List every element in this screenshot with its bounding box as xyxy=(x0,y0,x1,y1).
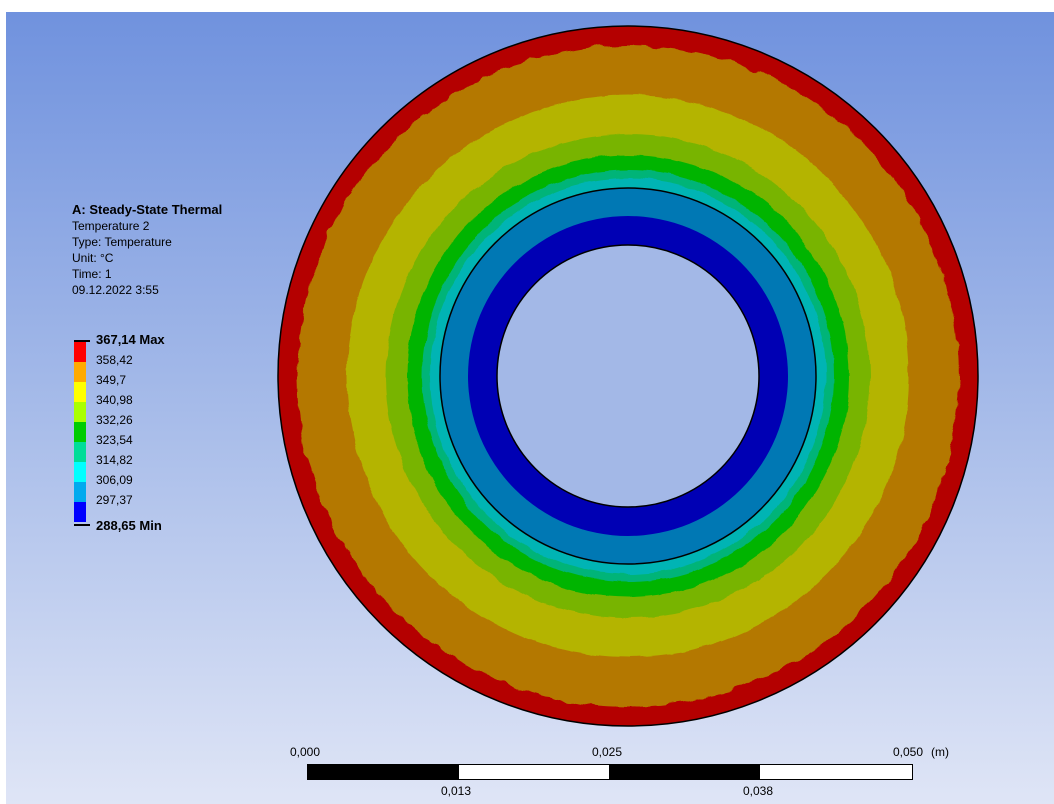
colorbar-swatch xyxy=(74,342,86,362)
scale-label: 0,038 xyxy=(743,784,774,798)
pipe-bore xyxy=(496,244,760,508)
colorbar-label: 323,54 xyxy=(96,433,133,447)
result-type: Type: Temperature xyxy=(72,235,172,249)
colorbar-max-tick xyxy=(74,340,90,342)
colorbar-min-tick xyxy=(74,524,90,526)
scale-bar-segment xyxy=(609,765,760,779)
result-unit: Unit: °C xyxy=(72,251,114,265)
scale-label: 0,000 xyxy=(290,745,321,759)
colorbar-label: 340,98 xyxy=(96,393,133,407)
result-date: 09.12.2022 3:55 xyxy=(72,283,159,297)
outer-boundary-line xyxy=(277,25,979,727)
colorbar-label: 332,26 xyxy=(96,413,133,427)
scale-label: 0,013 xyxy=(441,784,472,798)
colorbar-swatch xyxy=(74,442,86,462)
graphics-viewport[interactable]: A: Steady-State Thermal Temperature 2 Ty… xyxy=(6,12,1054,804)
colorbar-label: 358,42 xyxy=(96,353,133,367)
colorbar-label: 314,82 xyxy=(96,453,133,467)
colorbar-label: 297,37 xyxy=(96,493,133,507)
colorbar-swatch xyxy=(74,422,86,442)
colorbar-swatch xyxy=(74,362,86,382)
scale-bar-segment xyxy=(308,765,459,779)
result-name: Temperature 2 xyxy=(72,219,150,233)
colorbar-swatch xyxy=(74,402,86,422)
result-legend: A: Steady-State Thermal Temperature 2 Ty… xyxy=(72,202,222,298)
colorbar-label: 349,7 xyxy=(96,373,127,387)
colorbar-max-label: 367,14 Max xyxy=(96,332,165,347)
colorbar-swatch xyxy=(74,462,86,482)
colorbar-min-label: 288,65 Min xyxy=(96,518,162,533)
result-time: Time: 1 xyxy=(72,267,112,281)
scale-label: 0,025 xyxy=(592,745,623,759)
pipe-cross-section-model[interactable] xyxy=(276,24,980,728)
scale-label: 0,050 xyxy=(893,745,924,759)
colorbar-label: 306,09 xyxy=(96,473,133,487)
colorbar-swatch xyxy=(74,482,86,502)
scale-unit: (m) xyxy=(931,745,949,759)
colorbar-swatch xyxy=(74,382,86,402)
analysis-title: A: Steady-State Thermal xyxy=(72,202,223,217)
body-boundary-line xyxy=(439,187,817,565)
colorbar-swatch xyxy=(74,502,86,522)
